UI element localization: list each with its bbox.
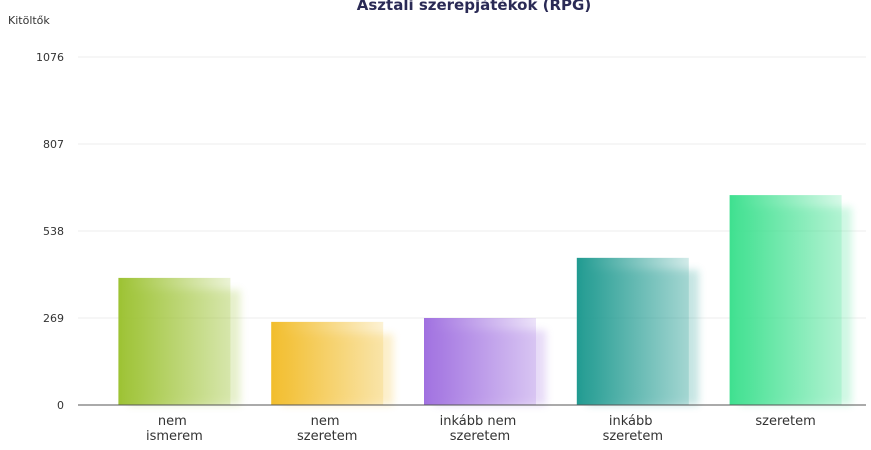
bar [576, 257, 689, 405]
chart-title: Asztali szerepjátékok (RPG) [357, 0, 591, 14]
x-tick-label: inkább nem szeretem [440, 414, 521, 444]
y-tick-label: 1076 [36, 51, 64, 64]
bar [729, 195, 842, 405]
y-tick-label: 807 [43, 138, 64, 151]
bar [424, 318, 536, 405]
bar [271, 321, 384, 405]
y-tick-label: 269 [43, 312, 64, 325]
bar [118, 277, 231, 405]
x-tick-label: szeretem [755, 414, 815, 429]
y-tick-label: 0 [57, 399, 64, 412]
x-tick-label: nem ismerem [146, 414, 203, 444]
x-tick-label: nem szeretem [297, 414, 357, 444]
x-tick-label: inkább szeretem [603, 414, 663, 444]
y-axis-label: Kitöltők [8, 14, 50, 27]
y-tick-label: 538 [43, 225, 64, 238]
